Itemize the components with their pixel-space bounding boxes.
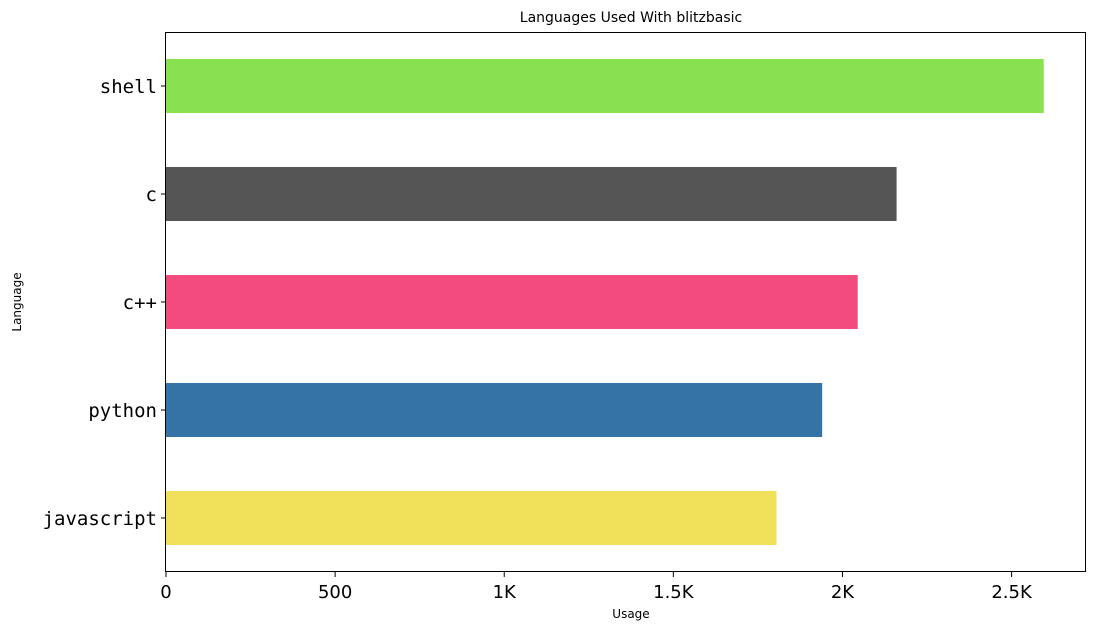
x-axis: 0 500 1K 1.5K 2K 2.5K: [160, 572, 1033, 603]
bar-c: [166, 167, 897, 221]
x-tick-label: 2.5K: [991, 582, 1033, 603]
bar-python: [166, 383, 823, 437]
y-tick-label: shell: [100, 76, 157, 98]
bar-cplusplus: [166, 275, 858, 329]
y-tick-label: python: [88, 400, 157, 422]
x-tick-label: 2K: [831, 582, 855, 603]
x-axis-label: Usage: [612, 607, 649, 621]
y-tick-label: javascript: [43, 508, 157, 530]
bar-shell: [166, 59, 1044, 113]
bars-group: [166, 59, 1044, 545]
x-tick-label: 1.5K: [653, 582, 695, 603]
x-tick-label: 1K: [493, 582, 517, 603]
y-axis: javascript python c++ c shell: [43, 76, 166, 530]
bar-javascript: [166, 491, 777, 545]
chart-title: Languages Used With blitzbasic: [520, 10, 742, 26]
x-tick-label: 0: [160, 582, 171, 603]
y-tick-label: c: [146, 184, 157, 206]
x-tick-label: 500: [318, 582, 352, 603]
y-tick-label: c++: [123, 292, 157, 314]
y-axis-label: Language: [10, 272, 24, 331]
